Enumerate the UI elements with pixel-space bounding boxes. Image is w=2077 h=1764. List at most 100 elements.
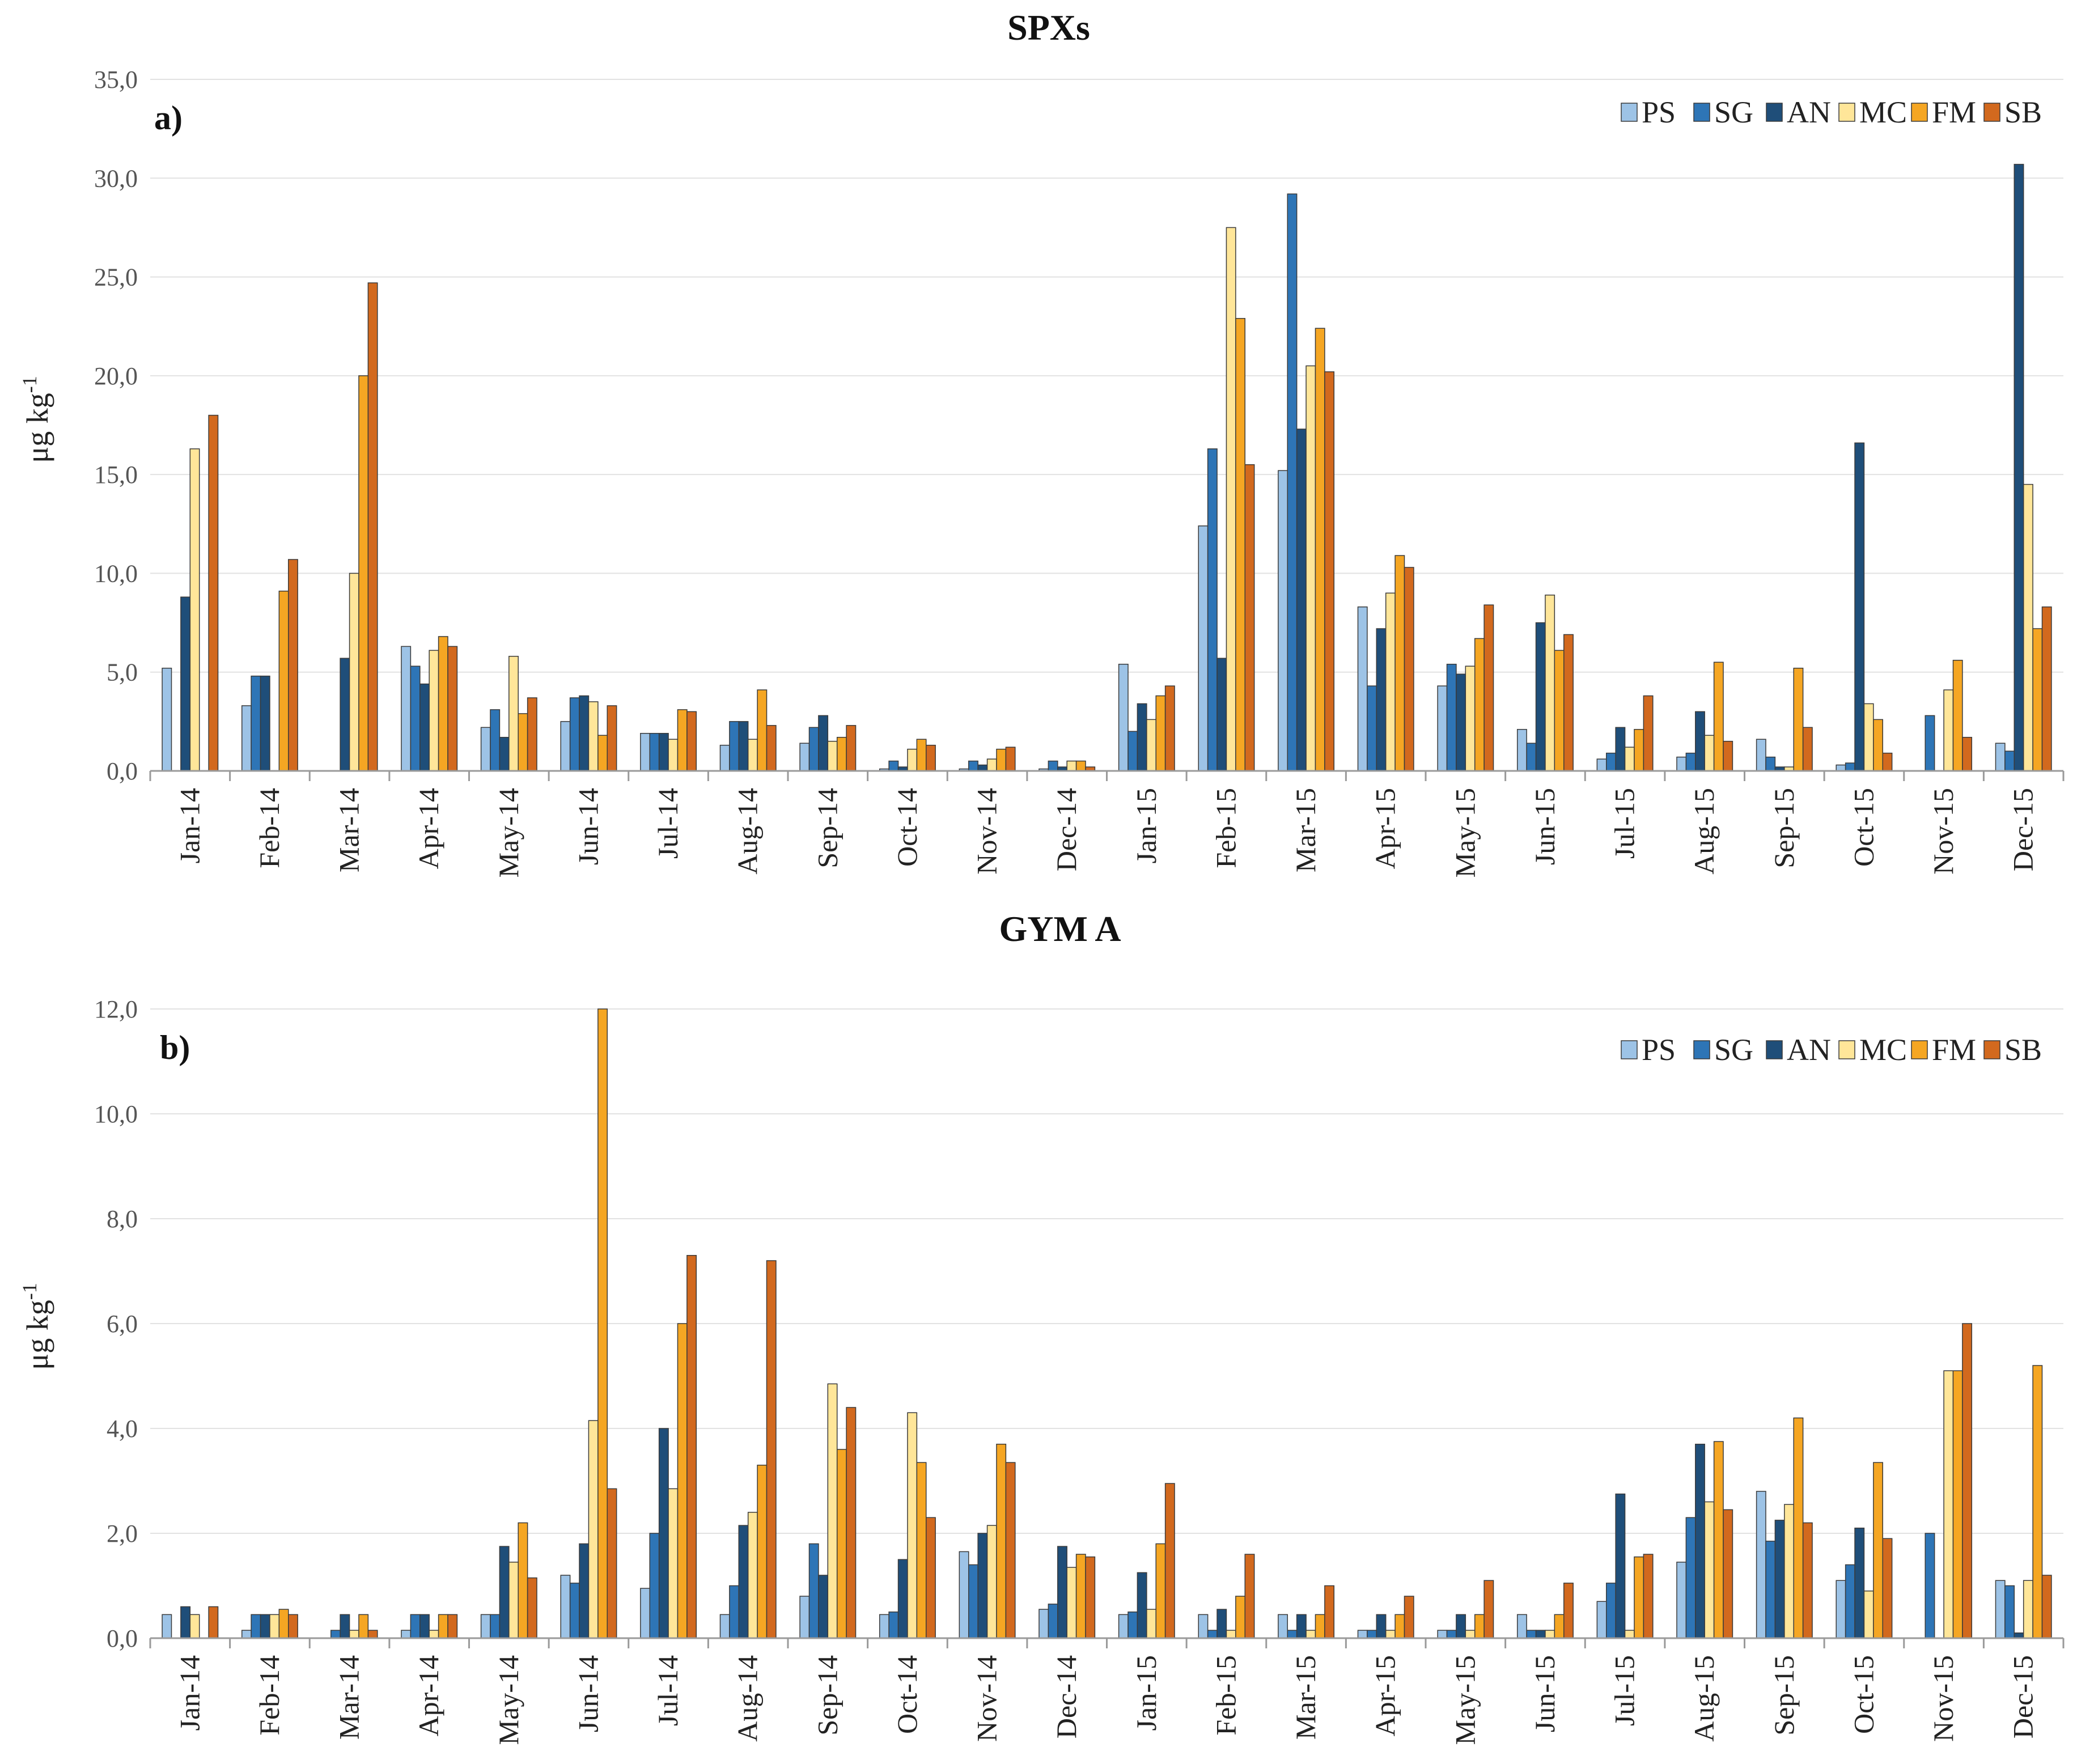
bar-sg-jul-14 <box>649 1533 660 1639</box>
bar-an-apr-15 <box>1376 1614 1387 1639</box>
y-tick-label: 35,0 <box>94 66 138 94</box>
bar-an-aug-15 <box>1695 1444 1705 1639</box>
bar-an-may-14 <box>499 736 510 771</box>
bar-sg-dec-14 <box>1048 760 1058 771</box>
y-tick-label: 12,0 <box>94 995 138 1023</box>
chart-title: SPXs <box>1007 7 1090 48</box>
bar-an-oct-15 <box>1854 442 1865 771</box>
x-tick-label: Jan-15 <box>1130 788 1162 863</box>
bar-sb-dec-15 <box>2041 606 2052 771</box>
bar-sb-apr-14 <box>447 646 458 771</box>
x-tick-label: Mar-14 <box>333 788 365 872</box>
bar-mc-apr-14 <box>429 650 439 771</box>
bar-ps-dec-15 <box>1995 743 2006 771</box>
y-tick-label: 30,0 <box>94 164 138 192</box>
legend-label-fm: FM <box>1932 95 1976 129</box>
x-tick-label: Apr-14 <box>413 788 444 869</box>
y-axis-label: μg kg-1 <box>18 376 54 463</box>
bar-ps-aug-14 <box>719 1614 730 1639</box>
bar-an-jun-14 <box>579 1543 590 1639</box>
bar-sb-may-14 <box>527 1577 537 1639</box>
bar-sb-feb-15 <box>1244 1554 1255 1639</box>
bar-mc-nov-15 <box>1943 1370 1954 1639</box>
x-tick-label: Aug-14 <box>732 788 764 875</box>
bar-an-jun-15 <box>1535 1630 1546 1639</box>
bar-fm-sep-14 <box>836 736 847 771</box>
bar-sg-feb-15 <box>1207 1630 1218 1639</box>
bar-an-jan-15 <box>1137 1572 1147 1639</box>
bar-ps-apr-15 <box>1357 606 1368 771</box>
bar-an-mar-14 <box>340 1614 350 1639</box>
bar-an-jun-14 <box>579 695 590 771</box>
x-tick-label: Feb-14 <box>253 788 285 868</box>
bar-ps-jun-15 <box>1516 1614 1527 1639</box>
x-tick-label: Oct-15 <box>1847 1655 1879 1734</box>
x-tick-label: Jul-14 <box>652 788 684 859</box>
bar-ps-jan-15 <box>1118 664 1129 771</box>
bar-mc-jul-15 <box>1624 747 1635 771</box>
bar-sg-may-15 <box>1446 664 1457 771</box>
bar-sg-jan-15 <box>1127 731 1138 771</box>
y-tick-label: 10,0 <box>94 559 138 587</box>
bar-sb-jul-14 <box>686 1255 697 1639</box>
x-tick-label: Jul-14 <box>652 1655 684 1726</box>
bar-mc-sep-14 <box>827 1383 838 1639</box>
legend-swatch-sg <box>1693 1040 1710 1059</box>
chart-panel-spxs: SPXs a) μg kg-1 0,0 5,0 10,0 15,0 20,0 25,0 30… <box>18 7 2065 877</box>
bar-fm-jul-15 <box>1634 1556 1644 1639</box>
bar-sg-nov-14 <box>968 1564 978 1639</box>
bar-fm-nov-14 <box>996 1444 1007 1639</box>
bar-ps-jun-15 <box>1516 729 1527 771</box>
bar-an-may-15 <box>1456 1614 1466 1639</box>
bar-sb-nov-15 <box>1962 736 1973 771</box>
bar-sb-dec-14 <box>1085 1556 1096 1639</box>
x-tick-label: Dec-14 <box>1050 788 1082 871</box>
bar-ps-sep-15 <box>1756 1491 1766 1639</box>
y-tick-label: 10,0 <box>94 1100 138 1128</box>
bar-an-aug-14 <box>738 721 749 771</box>
y-axis-label-unit: μg kg <box>20 393 54 463</box>
panel-label: a) <box>154 99 183 137</box>
x-tick-label: Aug-15 <box>1688 1655 1720 1742</box>
bar-sb-sep-15 <box>1802 1522 1813 1639</box>
bar-mc-jul-15 <box>1624 1630 1635 1639</box>
bar-fm-jan-15 <box>1155 1543 1166 1639</box>
bar-sg-aug-15 <box>1685 1517 1696 1639</box>
bar-fm-sep-14 <box>836 1449 847 1639</box>
bar-mc-sep-15 <box>1784 1504 1794 1639</box>
bar-mc-jun-15 <box>1545 595 1555 771</box>
bar-fm-aug-14 <box>757 1465 768 1639</box>
bar-mc-jun-15 <box>1545 1630 1555 1639</box>
bar-sb-aug-15 <box>1723 740 1733 771</box>
bar-mc-jun-14 <box>588 1420 599 1639</box>
x-tick-label: Mar-15 <box>1290 1655 1321 1740</box>
bar-mc-dec-15 <box>2023 484 2033 771</box>
bar-sg-dec-15 <box>2004 1585 2015 1639</box>
bar-fm-may-15 <box>1474 1614 1485 1639</box>
bar-mc-feb-15 <box>1226 1630 1236 1639</box>
legend-swatch-an <box>1766 103 1783 122</box>
bar-fm-may-14 <box>518 713 528 771</box>
bar-fm-jul-14 <box>677 709 688 771</box>
bar-fm-apr-14 <box>438 636 448 771</box>
bar-fm-mar-15 <box>1315 1614 1325 1639</box>
bar-sb-mar-14 <box>367 1630 378 1639</box>
bar-mc-may-14 <box>508 656 519 771</box>
bar-sg-may-14 <box>490 1614 501 1639</box>
bar-an-mar-15 <box>1296 1614 1307 1639</box>
x-tick-label: Jan-14 <box>173 1655 205 1731</box>
bar-fm-oct-14 <box>916 1462 927 1639</box>
x-tick-label: Jun-15 <box>1529 1655 1561 1732</box>
y-tick-label: 5,0 <box>107 659 138 686</box>
x-tick-label: Jun-14 <box>572 788 604 865</box>
bar-ps-apr-15 <box>1357 1630 1368 1639</box>
x-tick-label: Jul-15 <box>1609 1655 1641 1726</box>
bar-sg-dec-15 <box>2004 750 2015 771</box>
bar-mc-aug-15 <box>1704 1501 1715 1639</box>
bar-mc-feb-15 <box>1226 227 1236 771</box>
bar-mc-nov-14 <box>986 758 997 771</box>
legend-swatch-sb <box>1983 1040 2000 1059</box>
bar-sb-apr-15 <box>1404 567 1414 771</box>
bar-fm-oct-15 <box>1873 719 1883 771</box>
bar-fm-aug-15 <box>1713 1441 1724 1639</box>
